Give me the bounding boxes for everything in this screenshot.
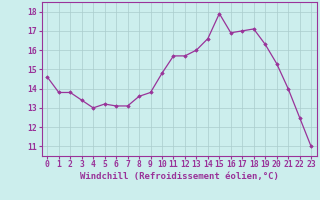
X-axis label: Windchill (Refroidissement éolien,°C): Windchill (Refroidissement éolien,°C): [80, 172, 279, 181]
